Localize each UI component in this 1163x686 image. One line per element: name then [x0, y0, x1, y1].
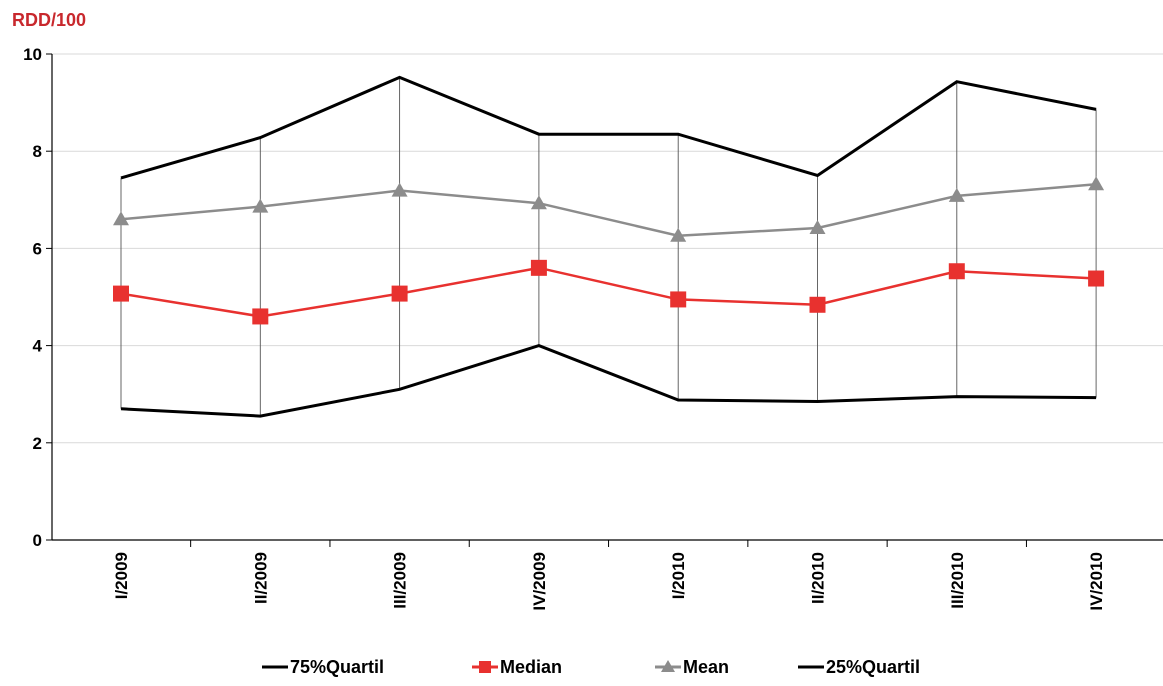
- legend-label-75-quartil: 75%Quartil: [290, 657, 384, 677]
- y-tick-label: 10: [23, 45, 42, 64]
- point-median: [809, 296, 826, 313]
- point-mean: [391, 182, 408, 197]
- y-tick-label: 0: [33, 531, 42, 550]
- y-tick-label: 4: [33, 337, 43, 356]
- x-tick-label: III/2009: [391, 552, 410, 609]
- axes: [51, 54, 1163, 547]
- series-line-median: [120, 266, 1097, 318]
- legend-marker-mean: [661, 660, 675, 672]
- series-line-mean: [120, 183, 1097, 238]
- y-tick-label: 2: [33, 434, 42, 453]
- point-median: [391, 285, 408, 302]
- legend-marker-median: [479, 661, 491, 673]
- x-tick-label: II/2010: [809, 552, 828, 604]
- gridlines: [46, 53, 1163, 541]
- point-mean: [809, 219, 826, 234]
- y-tick-label: 8: [33, 142, 42, 161]
- series-line-75-quartil: [120, 75, 1097, 180]
- point-mean: [252, 198, 269, 213]
- x-tick-label: II/2009: [251, 552, 270, 604]
- series-group: [113, 75, 1105, 418]
- x-tick-label: III/2010: [948, 552, 967, 609]
- point-median: [1088, 270, 1105, 287]
- legend-label-25-quartil: 25%Quartil: [826, 657, 920, 677]
- series-line-25-quartil: [120, 344, 1097, 418]
- point-median: [530, 259, 547, 276]
- point-mean: [948, 187, 965, 202]
- point-median: [948, 263, 965, 280]
- point-median: [252, 308, 269, 325]
- x-tick-labels: I/2009 II/2009 III/2009 IV/2009 I/2010 II/201…: [112, 552, 1106, 611]
- point-mean: [670, 227, 687, 242]
- point-mean: [113, 211, 129, 226]
- y-tick-label: 6: [33, 239, 42, 258]
- high-low-lines: [120, 77, 1097, 417]
- point-mean: [530, 195, 547, 210]
- legend: 75%Quartil Median Mean 25%Quartil: [262, 657, 920, 677]
- x-tick-label: IV/2009: [530, 552, 549, 611]
- legend-label-mean: Mean: [683, 657, 729, 677]
- x-tick-label: I/2009: [112, 552, 131, 599]
- legend-label-median: Median: [500, 657, 562, 677]
- point-median: [113, 285, 129, 302]
- x-tick-label: I/2010: [669, 552, 688, 599]
- y-tick-labels: 0 2 4 6 8 10: [23, 45, 42, 550]
- point-mean: [1088, 176, 1105, 191]
- y-axis-title: RDD/100: [12, 10, 86, 30]
- point-median: [670, 291, 687, 308]
- x-tick-label: IV/2010: [1087, 552, 1106, 611]
